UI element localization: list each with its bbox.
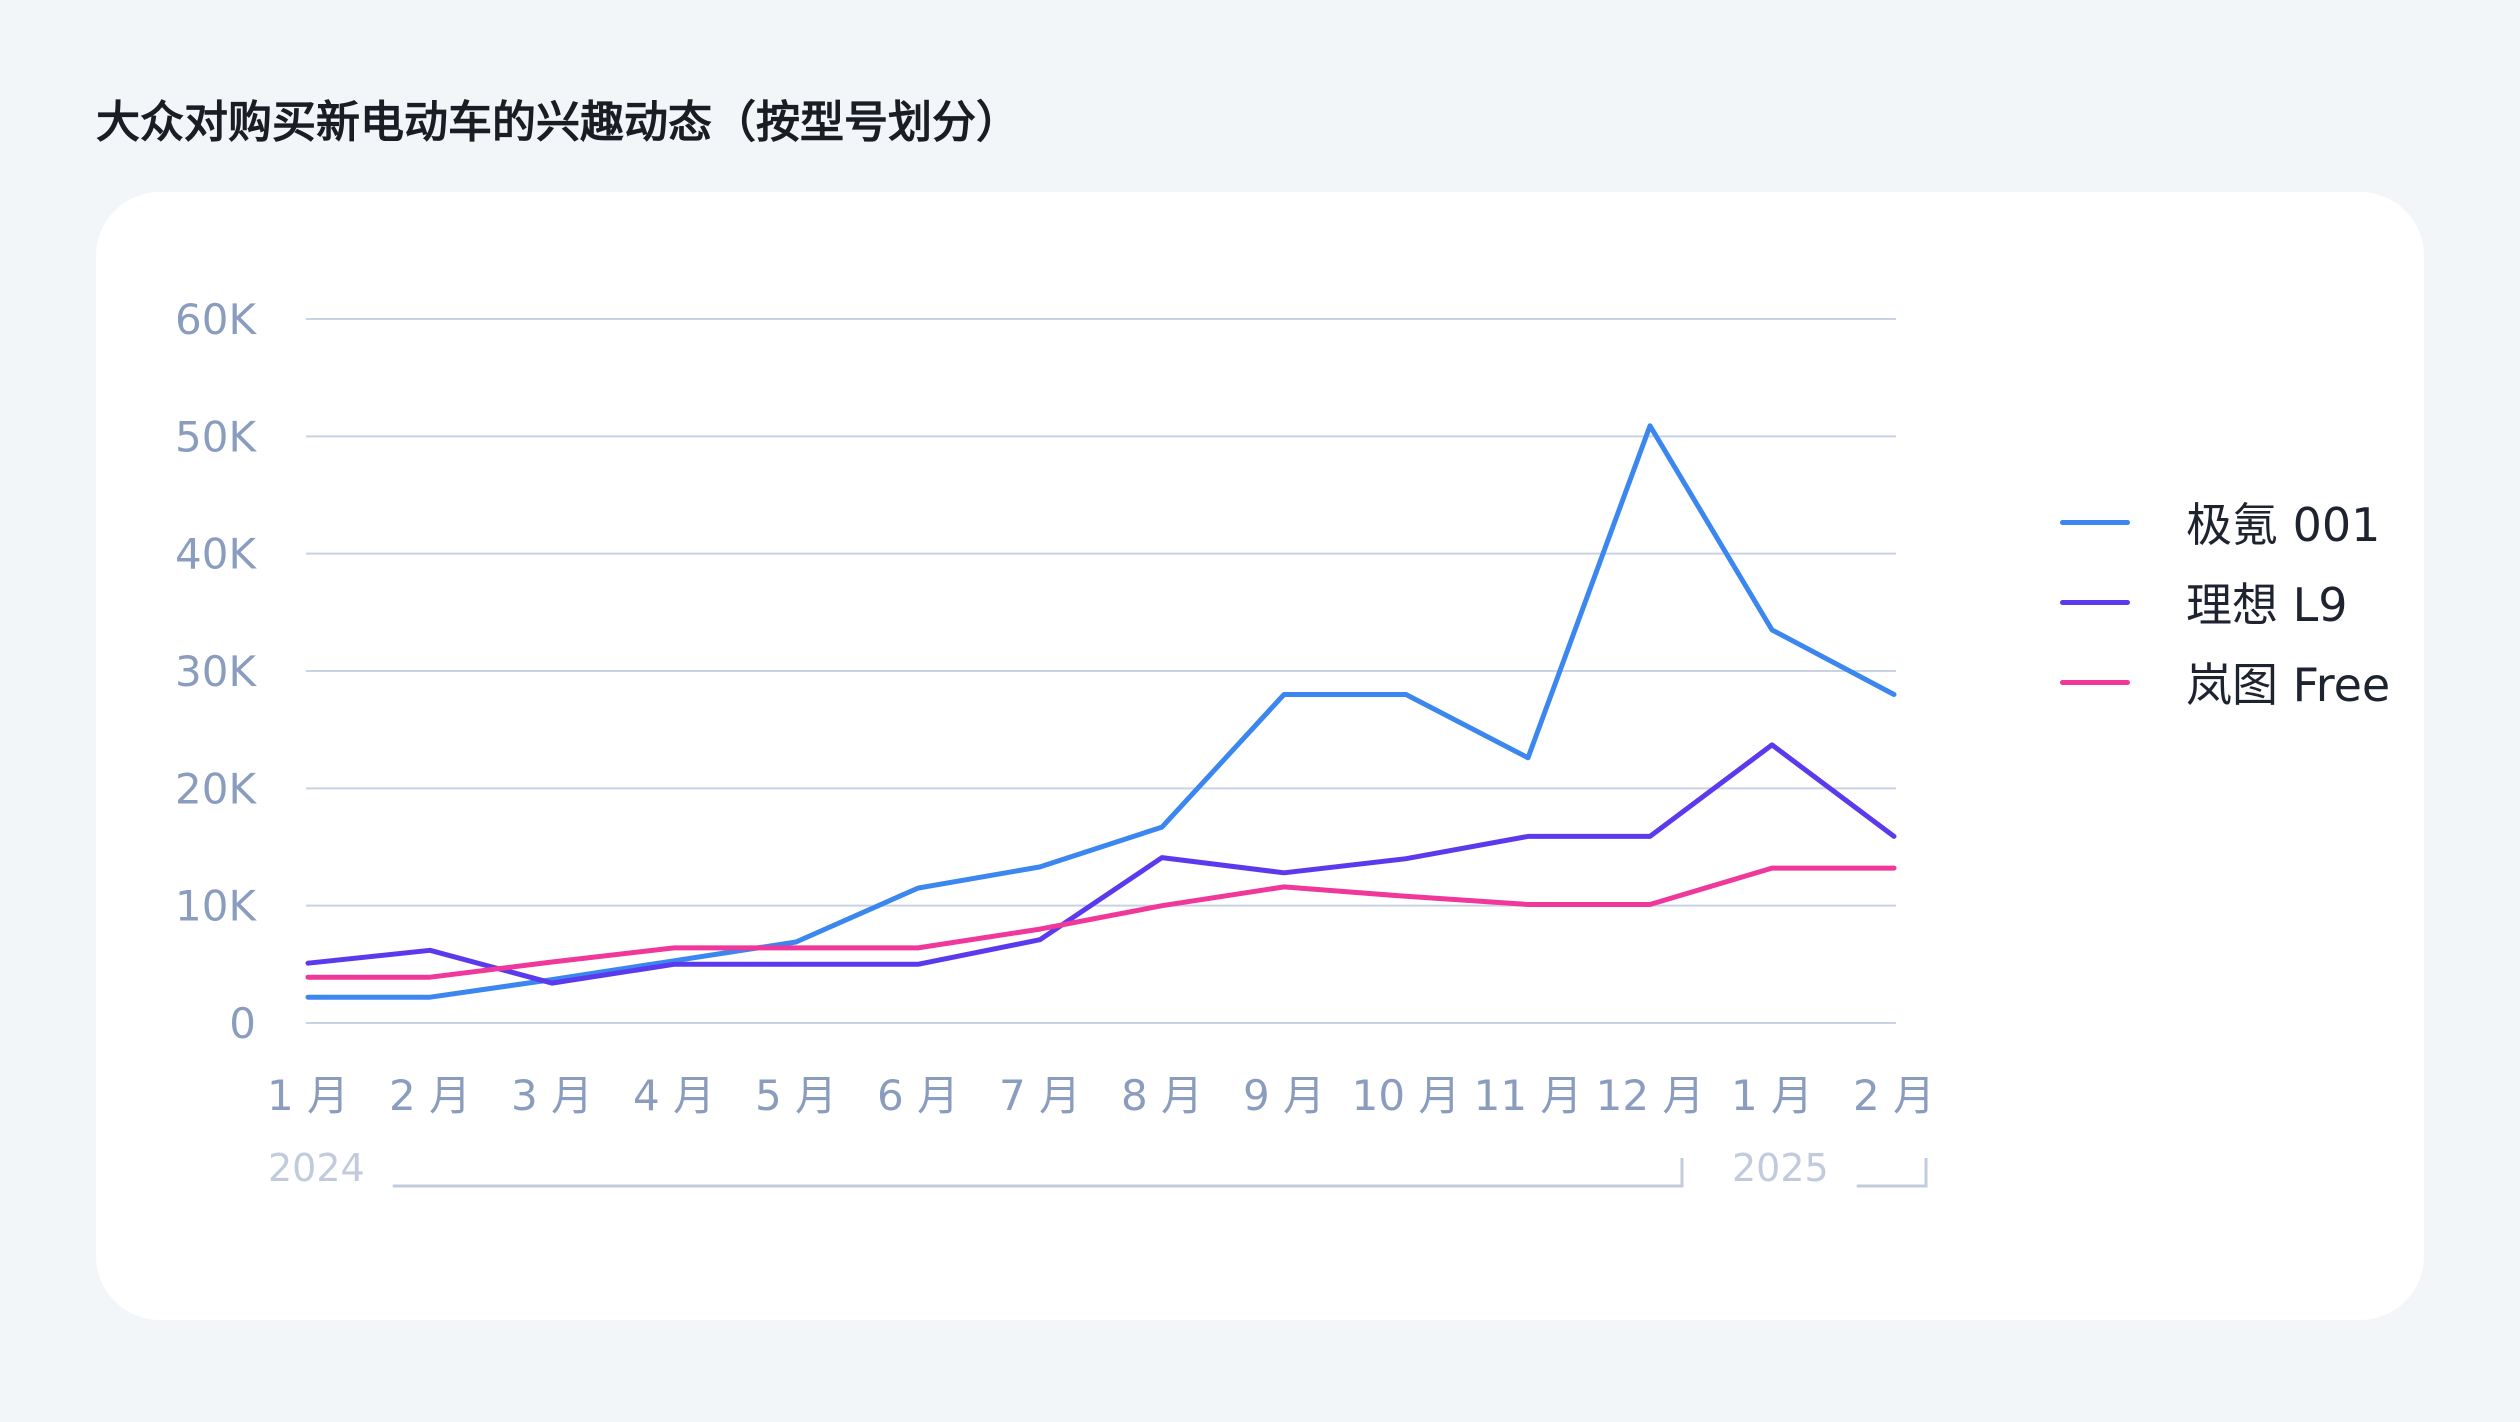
year-brackets: 2024 2025 [268,1146,1928,1190]
y-tick-label: 10K [175,882,257,931]
legend-item: 理想 L9 [2060,562,2390,642]
x-tick-label: 5 月 [755,1071,837,1120]
year-label: 2025 [1732,1146,1829,1190]
series-line [305,423,1897,1000]
legend-item: 极氪 001 [2060,482,2390,562]
legend-label: 理想 L9 [2186,578,2348,632]
y-tick-label: 40K [175,530,257,579]
x-tick-label: 8 月 [1121,1071,1203,1120]
x-tick-label: 1 月 [1731,1071,1813,1120]
chart-card: 0 10K 20K 30K 40K 50K 60K 1 月 2 月 3 月 4 月 5 月 6 月 7 … [96,192,2424,1320]
x-tick-label: 4 月 [633,1071,715,1120]
legend-swatch [2060,679,2130,685]
y-tick-label: 30K [175,647,257,696]
legend-label: 岚图 Free [2186,658,2391,712]
y-tick-label: 60K [175,295,257,344]
series-lines [305,423,1897,1000]
x-tick-label: 9 月 [1243,1071,1325,1120]
y-tick-label: 50K [175,412,257,461]
line-chart: 0 10K 20K 30K 40K 50K 60K 1 月 2 月 3 月 4 月 5 月 6 月 7 … [175,295,1935,1190]
year-bracket [392,1158,1684,1188]
x-tick-label: 2 月 [1853,1071,1935,1120]
x-tick-label: 11 月 [1474,1071,1583,1120]
legend: 极氪 001 理想 L9 岚图 Free [2060,482,2390,722]
x-tick-label: 6 月 [877,1071,959,1120]
x-tick-label: 7 月 [999,1071,1081,1120]
year-bracket [1856,1158,1928,1188]
x-tick-label: 3 月 [511,1071,593,1120]
series-line [305,742,1897,986]
legend-swatch [2060,519,2130,525]
legend-item: 岚图 Free [2060,642,2390,722]
legend-label: 极氪 001 [2186,498,2381,552]
x-tick-label: 1 月 [267,1071,349,1120]
x-tick-label: 2 月 [389,1071,471,1120]
grid-lines [306,318,1896,1024]
page-title: 大众对购买新电动车的兴趣动态（按型号划分） [96,97,1020,148]
x-tick-label: 12 月 [1596,1071,1705,1120]
x-tick-label: 10 月 [1352,1071,1461,1120]
year-label: 2024 [268,1146,365,1190]
y-tick-label: 20K [175,764,257,813]
y-axis-ticks: 0 10K 20K 30K 40K 50K 60K [175,295,257,1048]
legend-swatch [2060,599,2130,605]
x-axis-ticks: 1 月 2 月 3 月 4 月 5 月 6 月 7 月 8 月 9 月 10 月 11 月 12 月 1… [267,1071,1935,1120]
series-line [305,865,1897,980]
y-tick-label: 0 [229,999,256,1048]
